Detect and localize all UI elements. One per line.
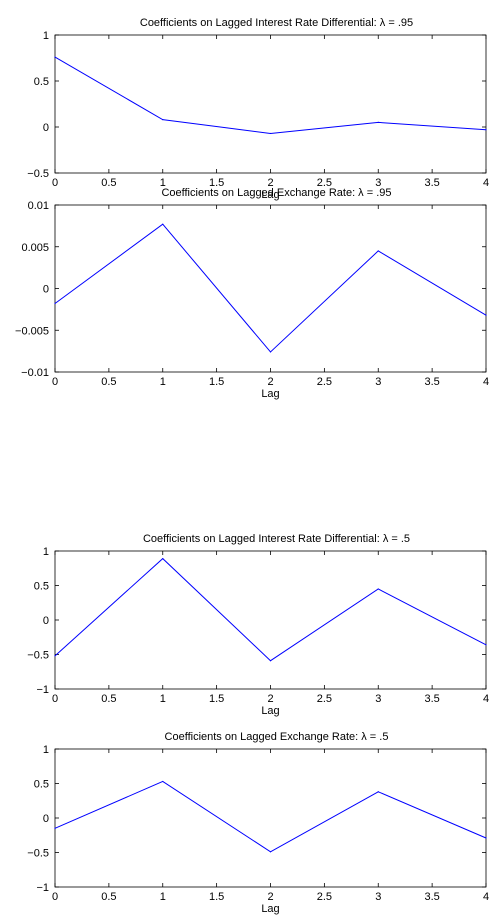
chart-2-series-line [55, 224, 486, 352]
chart-4-x-tick-label: 3 [375, 891, 381, 903]
chart-4-axes-box [55, 749, 486, 887]
chart-2-x-tick-label: 3.5 [424, 376, 439, 388]
chart-4-data-point [378, 791, 379, 792]
chart-3-x-tick-label: 2.5 [317, 693, 332, 705]
chart-2-x-tick-label: 2 [267, 376, 273, 388]
chart-1-data-point [162, 119, 163, 120]
chart-2-y-tick-label: −0.005 [15, 325, 49, 337]
chart-4: 0 0.5 1 1.5 2 2.5 3 3.5 4 1 0.5 0 −0.5 −1 Coefficients… [27, 731, 489, 915]
chart-1-data-point [378, 122, 379, 123]
chart-3-y-tick-label: 0 [43, 615, 49, 627]
chart-4-x-tick-label: 2 [267, 891, 273, 903]
chart-3-x-tick-label: 4 [483, 693, 489, 705]
chart-4-y-tick-label: 0.5 [34, 779, 49, 791]
chart-3-x-tick-label: 3.5 [424, 693, 439, 705]
chart-2-x-tick-label: 4 [483, 376, 489, 388]
chart-1-series-line [55, 57, 486, 133]
chart-1-y-tick-label: 0 [43, 122, 49, 134]
chart-3-data-point [54, 655, 55, 656]
chart-2-data-point [270, 351, 271, 352]
chart-3-title: Coefficients on Lagged Interest Rate Dif… [143, 533, 410, 545]
chart-4-x-tick-label: 0.5 [101, 891, 116, 903]
chart-1-y-tick-label: −0.5 [27, 168, 49, 180]
chart-1-data-point [54, 56, 55, 57]
chart-2-axes-box [55, 205, 486, 372]
chart-3-data-point [162, 558, 163, 559]
chart-3-x-tick-label: 3 [375, 693, 381, 705]
chart-4-y-tick-label: −1 [36, 882, 49, 894]
chart-2: 0 0.5 1 1.5 2 2.5 3 3.5 4 0.01 0.005 0 −0.005 −0.01 Co… [15, 187, 489, 400]
chart-3-data-point [270, 660, 271, 661]
chart-2-x-axis-label: Lag [261, 388, 279, 400]
chart-4-x-tick-label: 1 [160, 891, 166, 903]
chart-2-title: Coefficients on Lagged Exchange Rate: λ … [161, 187, 391, 199]
chart-3-data-point [485, 644, 486, 645]
chart-1-x-tick-label: 4 [483, 177, 489, 189]
chart-2-x-tick-label: 0.5 [101, 376, 116, 388]
chart-3-y-tick-label: 1 [43, 546, 49, 558]
chart-4-x-tick-label: 4 [483, 891, 489, 903]
chart-3-y-tick-label: −0.5 [27, 650, 49, 662]
chart-4-x-tick-label: 1.5 [209, 891, 224, 903]
chart-3-x-tick-label: 2 [267, 693, 273, 705]
chart-2-data-point [162, 224, 163, 225]
chart-3-axes-box [55, 551, 486, 689]
chart-4-y-tick-label: 1 [43, 744, 49, 756]
chart-1-axes-box [55, 35, 486, 173]
chart-2-y-tick-label: −0.01 [21, 367, 49, 379]
chart-3-x-tick-label: 1 [160, 693, 166, 705]
chart-2-x-tick-label: 1.5 [209, 376, 224, 388]
chart-4-data-point [54, 828, 55, 829]
chart-4-x-tick-label: 0 [52, 891, 58, 903]
chart-3-x-tick-label: 0 [52, 693, 58, 705]
chart-1-y-tick-label: 0.5 [34, 76, 49, 88]
chart-4-data-point [485, 837, 486, 838]
chart-4-title: Coefficients on Lagged Exchange Rate: λ … [165, 731, 389, 743]
chart-2-y-tick-label: 0.005 [21, 242, 49, 254]
chart-3-x-tick-label: 1.5 [209, 693, 224, 705]
chart-2-x-tick-label: 0 [52, 376, 58, 388]
chart-4-y-tick-label: −0.5 [27, 848, 49, 860]
chart-2-x-tick-label: 3 [375, 376, 381, 388]
chart-3-y-tick-label: −1 [36, 684, 49, 696]
chart-3-x-tick-label: 0.5 [101, 693, 116, 705]
chart-3: 0 0.5 1 1.5 2 2.5 3 3.5 4 1 0.5 0 −0.5 −1 Coefficients… [27, 533, 489, 717]
chart-1-x-tick-label: 0.5 [101, 177, 116, 189]
chart-1-y-tick-label: 1 [43, 30, 49, 42]
chart-2-x-tick-label: 1 [160, 376, 166, 388]
chart-3-series-line [55, 559, 486, 661]
chart-1-x-tick-label: 3.5 [424, 177, 439, 189]
chart-1-x-tick-label: 0 [52, 177, 58, 189]
chart-2-y-tick-label: 0 [43, 284, 49, 296]
chart-3-data-point [378, 588, 379, 589]
chart-2-data-point [485, 315, 486, 316]
chart-3-y-tick-label: 0.5 [34, 581, 49, 593]
chart-1-data-point [270, 133, 271, 134]
chart-3-x-axis-label: Lag [261, 705, 279, 717]
chart-4-x-tick-label: 2.5 [317, 891, 332, 903]
chart-2-x-tick-label: 2.5 [317, 376, 332, 388]
chart-1-data-point [485, 129, 486, 130]
chart-4-y-tick-label: 0 [43, 813, 49, 825]
chart-2-y-tick-label: 0.01 [28, 200, 49, 212]
chart-4-x-tick-label: 3.5 [424, 891, 439, 903]
chart-2-data-point [378, 250, 379, 251]
chart-2-data-point [54, 303, 55, 304]
chart-4-x-axis-label: Lag [261, 903, 279, 915]
chart-4-series-line [55, 781, 486, 851]
chart-1-title: Coefficients on Lagged Interest Rate Dif… [140, 17, 413, 29]
chart-4-data-point [270, 851, 271, 852]
chart-4-data-point [162, 781, 163, 782]
